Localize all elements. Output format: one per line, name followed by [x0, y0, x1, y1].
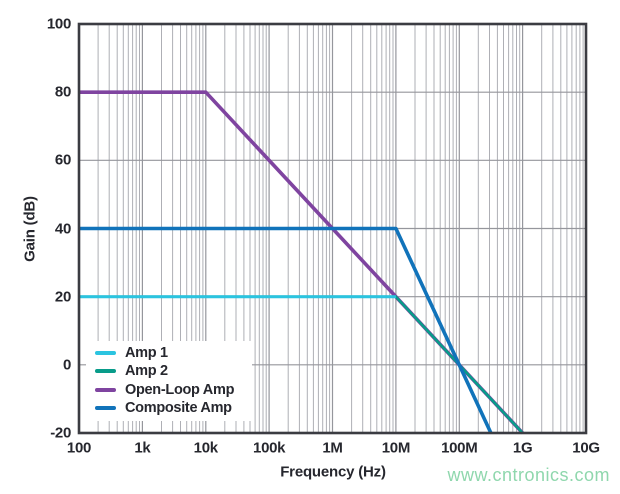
y-axis-title: Gain (dB) — [21, 196, 39, 262]
x-tick-label: 10G — [572, 439, 600, 457]
x-tick-label: 1k — [134, 439, 151, 457]
legend-label-amp-2: Amp 2 — [125, 363, 168, 380]
y-tick-label: 60 — [54, 151, 71, 169]
legend-swatch-composite-amp — [95, 406, 116, 411]
legend-item-composite-amp: Composite Amp — [86, 400, 252, 417]
legend-swatch-open-loop-amp — [95, 387, 116, 392]
x-tick-label: 10M — [381, 439, 411, 457]
legend-label-composite-amp: Composite Amp — [125, 400, 232, 417]
x-tick-label: 100M — [441, 439, 478, 457]
legend: Amp 1 Amp 2 Open-Loop Amp Composite Amp — [86, 341, 252, 421]
legend-item-amp-1: Amp 1 — [86, 344, 252, 361]
legend-item-open-loop-amp: Open-Loop Amp — [86, 381, 252, 398]
legend-swatch-amp-2 — [95, 369, 116, 374]
series-composite-amp — [79, 226, 493, 434]
y-tick-label: 40 — [54, 220, 71, 237]
legend-swatch-amp-1 — [95, 350, 116, 355]
x-axis-title: Frequency (Hz) — [280, 463, 386, 481]
x-tick-label: 1G — [512, 439, 533, 457]
x-tick-label: 1M — [322, 439, 343, 457]
legend-label-open-loop-amp: Open-Loop Amp — [125, 381, 235, 398]
legend-item-amp-2: Amp 2 — [86, 363, 252, 380]
y-tick-label: 20 — [54, 288, 71, 306]
y-tick-label: 80 — [54, 83, 71, 101]
y-tick-label: 100 — [46, 15, 71, 33]
y-tick-label: 0 — [62, 356, 71, 374]
legend-label-amp-1: Amp 1 — [125, 344, 168, 361]
x-tick-label: 10k — [193, 439, 218, 457]
x-tick-label: 100 — [66, 439, 92, 457]
y-tick-label: -20 — [50, 424, 71, 442]
x-tick-label: 100k — [253, 439, 286, 457]
watermark: www.cntronics.com — [447, 465, 610, 485]
plot-frame — [77, 22, 588, 435]
